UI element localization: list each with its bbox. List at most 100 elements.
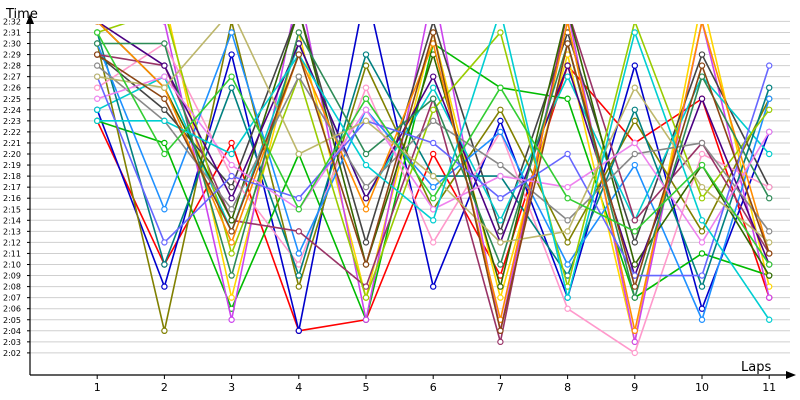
data-point (362, 51, 370, 58)
x-axis-title: Laps (741, 360, 771, 375)
data-point (161, 261, 168, 268)
data-point (430, 95, 437, 102)
data-point (161, 150, 168, 158)
x-tick-label: 8 (564, 381, 571, 394)
data-point (698, 239, 706, 246)
data-point (766, 150, 773, 158)
data-point (766, 228, 773, 235)
data-point (631, 62, 639, 69)
data-point (162, 0, 167, 2)
data-point (430, 84, 437, 91)
data-point (564, 294, 571, 301)
data-point (295, 327, 302, 334)
y-tick-label: 2:23 (3, 117, 21, 126)
data-point (229, 8, 234, 13)
data-point (228, 250, 235, 257)
y-tick-label: 2:18 (3, 172, 21, 181)
data-point (228, 194, 235, 202)
data-point (497, 172, 504, 180)
data-point (497, 217, 504, 224)
data-point (362, 194, 370, 202)
data-point (564, 40, 571, 47)
x-tick-label: 1 (94, 381, 101, 394)
y-tick-label: 2:04 (3, 327, 21, 336)
data-point (564, 73, 571, 80)
data-point (430, 73, 437, 80)
data-point (430, 117, 437, 125)
data-point (498, 8, 503, 13)
data-point (698, 283, 706, 290)
series-21 (93, 8, 773, 246)
data-point (564, 217, 571, 224)
data-point (631, 217, 639, 224)
series-19 (93, 73, 773, 246)
y-tick-label: 2:13 (3, 227, 21, 236)
data-point (631, 161, 639, 169)
y-tick-label: 2:03 (3, 338, 21, 347)
data-point (161, 239, 168, 246)
y-tick-label: 2:31 (3, 28, 21, 37)
data-point (296, 8, 301, 13)
data-point (93, 51, 101, 58)
data-point (766, 106, 773, 114)
x-tick-label: 6 (430, 381, 437, 394)
data-point (95, 8, 100, 13)
data-point (497, 327, 504, 334)
data-point (161, 283, 168, 290)
data-point (631, 29, 639, 36)
data-point (631, 261, 639, 268)
data-point (698, 73, 706, 80)
x-tick-label: 3 (228, 381, 235, 394)
series-22 (93, 8, 773, 323)
data-point (362, 95, 370, 102)
data-point (295, 228, 302, 235)
data-point (162, 8, 167, 13)
data-point (631, 228, 639, 235)
y-tick-label: 2:15 (3, 205, 21, 214)
data-point (698, 250, 706, 257)
data-point (228, 206, 235, 213)
data-point (228, 183, 235, 191)
x-tick-label: 11 (762, 381, 776, 394)
data-point (161, 327, 168, 334)
x-tick-label: 5 (363, 381, 370, 394)
y-tick-label: 2:29 (3, 51, 21, 60)
data-point (631, 150, 639, 158)
data-point (698, 51, 706, 58)
data-point (362, 206, 370, 213)
data-point (93, 62, 101, 69)
data-point (564, 194, 571, 202)
data-point (430, 283, 437, 290)
data-point (362, 117, 370, 125)
data-point (766, 272, 773, 279)
data-point (698, 95, 706, 102)
y-tick-label: 2:32 (3, 17, 21, 26)
data-point (93, 29, 101, 36)
y-tick-label: 2:07 (3, 294, 21, 303)
data-point (228, 150, 235, 158)
data-point (631, 239, 639, 246)
data-point (362, 283, 370, 290)
data-point (497, 294, 504, 301)
data-point (698, 183, 706, 191)
axis-layer: 2:02 2:03 2:04 2:05 2:06 2:07 2:08 2:09 2:10 2:11… (3, 14, 796, 394)
data-point (766, 194, 773, 202)
data-point (766, 128, 773, 136)
data-point (161, 62, 168, 69)
data-point (93, 106, 101, 114)
data-point (93, 73, 101, 80)
data-point (93, 117, 101, 125)
label-layer: Time Laps (5, 7, 771, 375)
y-tick-label: 2:21 (3, 139, 21, 148)
x-tick-label: 2 (161, 381, 168, 394)
data-point (565, 8, 570, 13)
data-point (564, 150, 571, 158)
data-point (766, 261, 773, 268)
data-point (296, 8, 301, 13)
data-point (161, 84, 168, 91)
data-point (228, 51, 235, 58)
y-tick-label: 2:28 (3, 62, 21, 71)
data-point (631, 139, 639, 147)
data-point (766, 183, 773, 191)
